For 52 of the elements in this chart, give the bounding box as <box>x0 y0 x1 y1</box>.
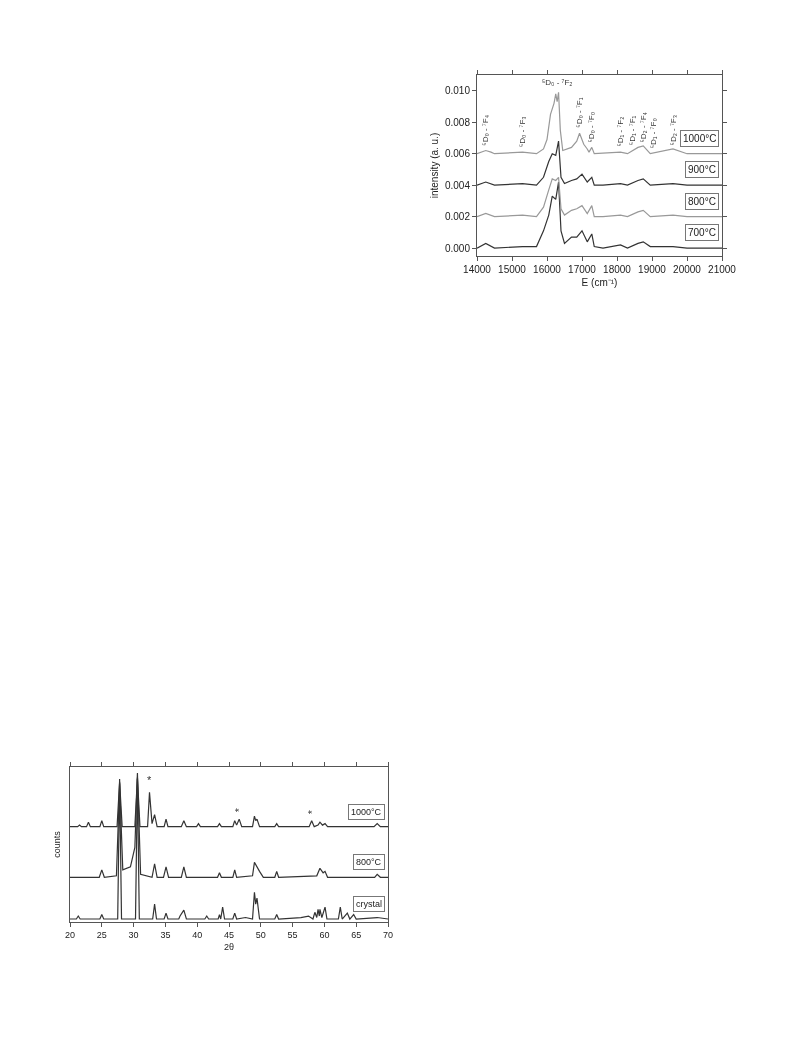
x-tick-label: 55 <box>287 929 298 940</box>
x-tick-label: 19000 <box>638 264 667 275</box>
annotation: ⁵D₀ - ⁷F₁ <box>575 97 585 128</box>
annotation: * <box>306 809 318 815</box>
x-tick-label: 25 <box>96 929 107 940</box>
x-tick-label: 20 <box>64 929 76 940</box>
y-tick-label: 0.000 <box>444 242 471 254</box>
line-series <box>477 181 722 249</box>
y-tick-label: 0.010 <box>444 85 471 97</box>
annotation: ⁵D₀ - ⁷F₃ <box>518 116 528 147</box>
x-tick-label: 70 <box>382 929 394 940</box>
y-tick-label: 0.006 <box>444 148 471 160</box>
x-axis-title: 2θ <box>223 941 235 952</box>
y-axis-title: intensity (a. u.) <box>428 132 440 199</box>
y-tick-label: 0.004 <box>444 179 471 191</box>
x-tick-label: 20000 <box>673 264 702 275</box>
annotation: ⁵D₁ - ⁷F₀ <box>649 118 659 149</box>
y-tick-label: 0.002 <box>444 211 471 223</box>
series-label: 1000°C <box>683 133 717 144</box>
x-tick-label: 65 <box>351 929 362 940</box>
x-tick-label: 45 <box>223 929 235 940</box>
x-tick-label: 17000 <box>568 264 597 275</box>
x-tick-label: 15000 <box>498 264 527 275</box>
x-tick-label: 14000 <box>463 264 492 275</box>
x-tick-label: 50 <box>255 929 266 940</box>
x-tick-label: 40 <box>192 929 203 940</box>
line-series <box>477 91 722 155</box>
annotation: ⁵D₁ - ⁷F₂ <box>615 116 625 147</box>
x-tick-label: 16000 <box>533 264 562 275</box>
annotation: * <box>147 774 152 786</box>
x-tick-label: 21000 <box>708 264 737 275</box>
line-series <box>477 176 722 218</box>
annotation: * <box>232 807 245 813</box>
y-tick-label: 0.008 <box>444 116 471 128</box>
annotation: ⁵D₁ - ⁷F₁ <box>628 115 638 146</box>
series-label: crystal <box>356 899 383 909</box>
x-axis-title: E (cm⁻¹) <box>581 276 618 288</box>
x-tick-label: 60 <box>319 929 330 940</box>
annotation: ⁵D₂ - ⁷F₃ <box>668 115 678 146</box>
series-label: 900°C <box>688 164 716 175</box>
x-tick-label: 30 <box>128 929 139 940</box>
series-label: 800°C <box>356 857 382 867</box>
x-tick-label: 18000 <box>603 264 632 275</box>
series-label: 700°C <box>688 227 716 238</box>
series-label: 800°C <box>688 196 716 207</box>
series-label: 1000°C <box>351 807 382 817</box>
annotation: ⁵D₀ - ⁷F₄ <box>480 115 490 146</box>
annotation: ⁵D₀ - ⁷F₂ <box>542 78 573 87</box>
annotation: ⁵D₂ - ⁷F₄ <box>639 112 648 143</box>
annotation: ⁵D₀ - ⁷F₀ <box>587 111 597 143</box>
x-tick-label: 35 <box>160 929 171 940</box>
y-axis-title: counts <box>52 830 63 858</box>
